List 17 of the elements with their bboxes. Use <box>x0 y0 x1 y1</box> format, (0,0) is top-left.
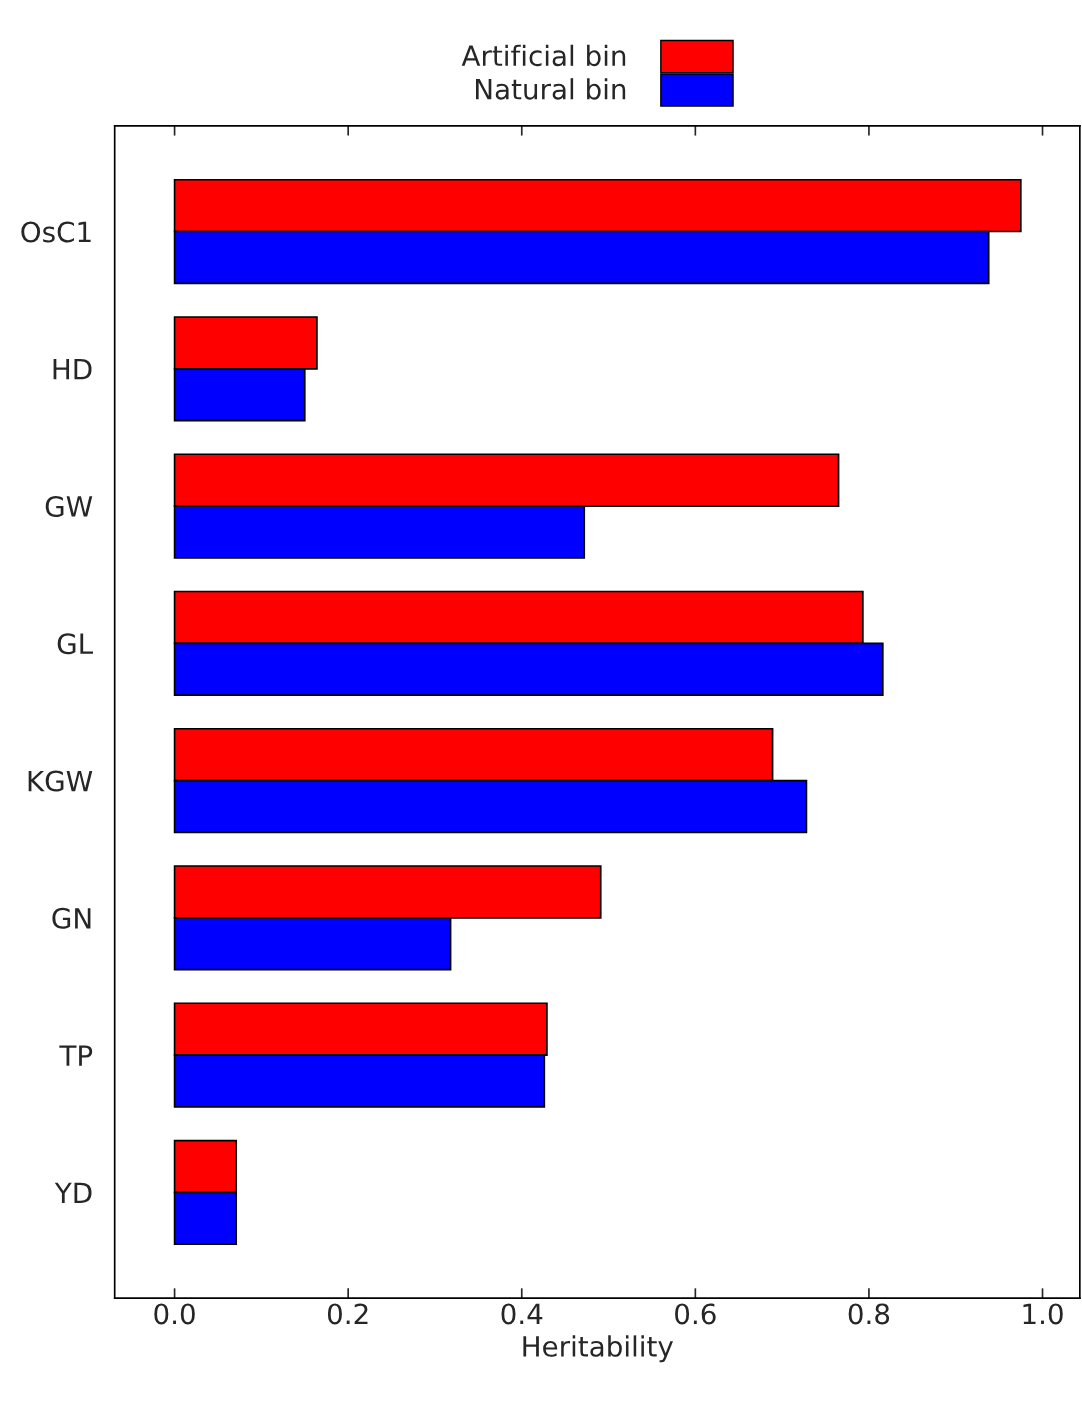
y-tick-label: GL <box>57 633 94 655</box>
x-tick-label: 0.2 <box>327 1303 368 1325</box>
y-tick-label: GW <box>45 496 93 518</box>
x-tick-label: 0.0 <box>154 1303 195 1325</box>
y-tick-label: HD <box>53 359 92 380</box>
x-axis-title: Heritability <box>523 1335 674 1363</box>
x-tick-label: 0.4 <box>501 1303 543 1325</box>
legend-label: Natural bin <box>475 78 626 100</box>
y-tick-label: TP <box>59 1045 93 1066</box>
x-tick-label: 1.0 <box>1023 1303 1063 1325</box>
y-tick-label: YD <box>54 1182 92 1203</box>
x-tick-label: 0.6 <box>675 1303 716 1325</box>
y-tick-label: GN <box>52 907 91 929</box>
legend-label: Artificial bin <box>461 44 626 67</box>
x-tick-label: 0.8 <box>848 1303 890 1325</box>
y-tick-label: KGW <box>28 770 93 792</box>
y-tick-label: OsC1 <box>21 221 91 243</box>
